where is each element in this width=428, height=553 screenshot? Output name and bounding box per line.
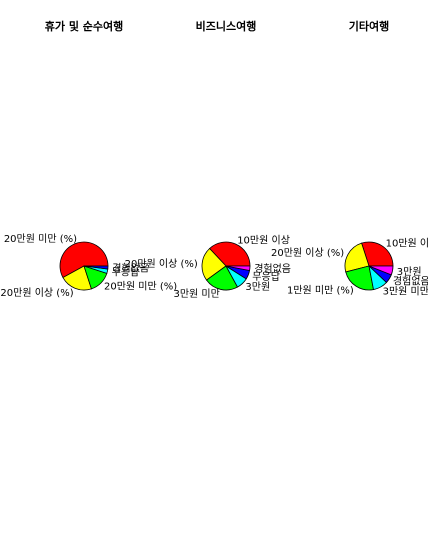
slice-label: 경험없음 xyxy=(393,275,428,288)
pie-slice xyxy=(344,242,370,273)
pie-slice xyxy=(83,265,109,270)
pie-slice xyxy=(225,265,251,271)
slice-label: 10만원 이상 xyxy=(386,238,428,250)
slice-label: 3만원 xyxy=(245,281,270,293)
slice-label: 10만원 이상 xyxy=(237,235,290,247)
slice-label: 1만원 미만 (%) xyxy=(287,284,354,296)
slice-label: 경험없음 xyxy=(112,261,149,274)
pie-chart-1: 휴가 및 순수여행 20만원 미만 (%) 20만원 이상 (%) 20만원 미만 (… xyxy=(0,19,177,299)
slice-label: 20만원 이상 (%) xyxy=(0,287,73,299)
slice-label: 무응답 xyxy=(252,271,280,283)
pie-chart-3: 기타여행 10만원 이상 20만원 이상 (%) 1만원 미만 (%) 3만원 미만경험… xyxy=(271,19,428,297)
slice-label: 20만원 이상 (%) xyxy=(125,258,198,270)
pie-slice xyxy=(201,247,227,281)
pie-slice xyxy=(59,241,109,279)
pie-slice xyxy=(62,265,92,291)
chart-title: 휴가 및 순수여행 xyxy=(45,19,124,33)
slice-label: 무응답 xyxy=(112,267,140,279)
pie-slice xyxy=(345,265,374,291)
chart-title: 비즈니스여행 xyxy=(196,19,257,33)
slice-label: 3만원 xyxy=(397,266,422,278)
chart-title: 기타여행 xyxy=(349,19,389,33)
slice-label: 경험없음 xyxy=(254,262,291,275)
slice-label: 20만원 이상 (%) xyxy=(271,247,344,259)
pie-slice xyxy=(368,265,394,276)
pie-slice xyxy=(209,241,251,267)
slice-label: 3만원 미만 xyxy=(383,285,428,297)
slice-label: 20만원 미만 (%) xyxy=(4,233,77,245)
pie-slice xyxy=(361,241,394,267)
slice-label: 3만원 미만 xyxy=(173,288,219,300)
pie-slice xyxy=(206,265,239,291)
slice-label: 20만원 미만 (%) xyxy=(104,281,177,293)
